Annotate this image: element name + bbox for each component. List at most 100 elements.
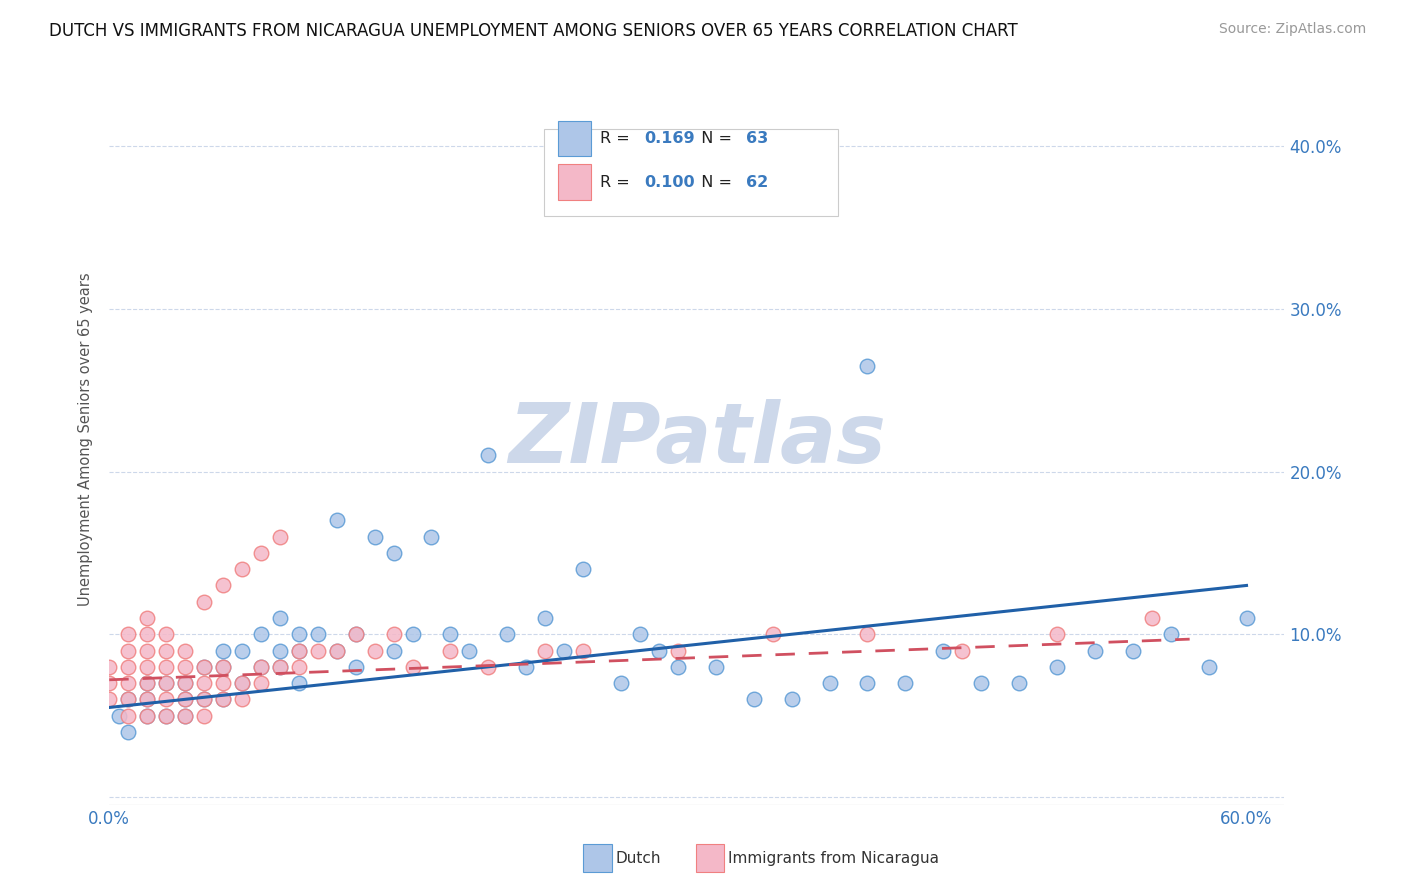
Point (174, 692, 197, 706)
Point (856, 676, 879, 690)
Point (382, 643, 405, 657)
Point (1046, 627, 1069, 641)
Text: 0.169: 0.169 (644, 130, 695, 145)
Point (231, 643, 253, 657)
Point (288, 643, 311, 657)
Text: Source: ZipAtlas.com: Source: ZipAtlas.com (1219, 22, 1367, 37)
Point (1160, 627, 1182, 641)
Point (269, 643, 291, 657)
Text: N =: N = (690, 130, 737, 145)
Point (174, 708, 197, 723)
Point (193, 660, 215, 674)
Text: N =: N = (690, 175, 737, 190)
Point (1008, 676, 1031, 690)
Point (344, 660, 367, 674)
Point (1084, 643, 1107, 657)
Point (742, 692, 765, 706)
Point (1122, 643, 1144, 657)
Point (344, 627, 367, 641)
Point (288, 676, 311, 690)
Point (212, 660, 235, 674)
Point (477, 448, 499, 462)
Point (250, 546, 273, 560)
Point (269, 660, 291, 674)
Point (325, 643, 347, 657)
Point (250, 676, 273, 690)
Point (932, 643, 955, 657)
Point (856, 359, 879, 373)
Point (344, 627, 367, 641)
Point (1140, 611, 1163, 625)
Point (1046, 660, 1069, 674)
Text: 0.100: 0.100 (644, 175, 695, 190)
Point (98, 692, 121, 706)
Point (666, 643, 689, 657)
Point (704, 660, 727, 674)
Point (212, 578, 235, 592)
Point (155, 627, 177, 641)
Point (117, 692, 139, 706)
Point (515, 660, 537, 674)
Point (136, 676, 159, 690)
Point (212, 676, 235, 690)
Point (136, 627, 159, 641)
Point (155, 643, 177, 657)
Point (382, 546, 405, 560)
Point (174, 692, 197, 706)
Point (856, 627, 879, 641)
Point (155, 676, 177, 690)
Point (136, 692, 159, 706)
Text: DUTCH VS IMMIGRANTS FROM NICARAGUA UNEMPLOYMENT AMONG SENIORS OVER 65 YEARS CORR: DUTCH VS IMMIGRANTS FROM NICARAGUA UNEMP… (49, 22, 1018, 40)
Point (628, 627, 651, 641)
Point (534, 643, 557, 657)
Point (117, 724, 139, 739)
Point (155, 708, 177, 723)
Point (610, 676, 633, 690)
Point (325, 513, 347, 527)
Point (174, 660, 197, 674)
Point (780, 692, 803, 706)
Point (288, 660, 311, 674)
Point (212, 692, 235, 706)
Point (250, 660, 273, 674)
Point (155, 708, 177, 723)
Point (193, 660, 215, 674)
Point (193, 676, 215, 690)
Point (155, 692, 177, 706)
Point (250, 660, 273, 674)
Point (894, 676, 917, 690)
Point (117, 692, 139, 706)
Point (193, 708, 215, 723)
Point (250, 627, 273, 641)
Point (307, 627, 329, 641)
Point (420, 530, 443, 544)
FancyBboxPatch shape (558, 164, 591, 200)
Point (136, 692, 159, 706)
Point (193, 692, 215, 706)
Point (107, 708, 129, 723)
Point (136, 708, 159, 723)
Point (477, 660, 499, 674)
Point (648, 643, 671, 657)
Point (212, 692, 235, 706)
Point (288, 627, 311, 641)
Point (231, 562, 253, 576)
Point (610, 196, 633, 211)
Point (288, 643, 311, 657)
Text: 63: 63 (747, 130, 769, 145)
Point (117, 627, 139, 641)
Point (572, 562, 595, 576)
Point (136, 676, 159, 690)
Point (363, 530, 385, 544)
FancyBboxPatch shape (558, 120, 591, 156)
Point (458, 643, 481, 657)
Point (136, 643, 159, 657)
Point (155, 660, 177, 674)
Point (363, 643, 385, 657)
Point (269, 611, 291, 625)
Point (174, 643, 197, 657)
Point (98, 676, 121, 690)
Text: Dutch: Dutch (616, 851, 661, 865)
Point (174, 708, 197, 723)
Point (136, 611, 159, 625)
